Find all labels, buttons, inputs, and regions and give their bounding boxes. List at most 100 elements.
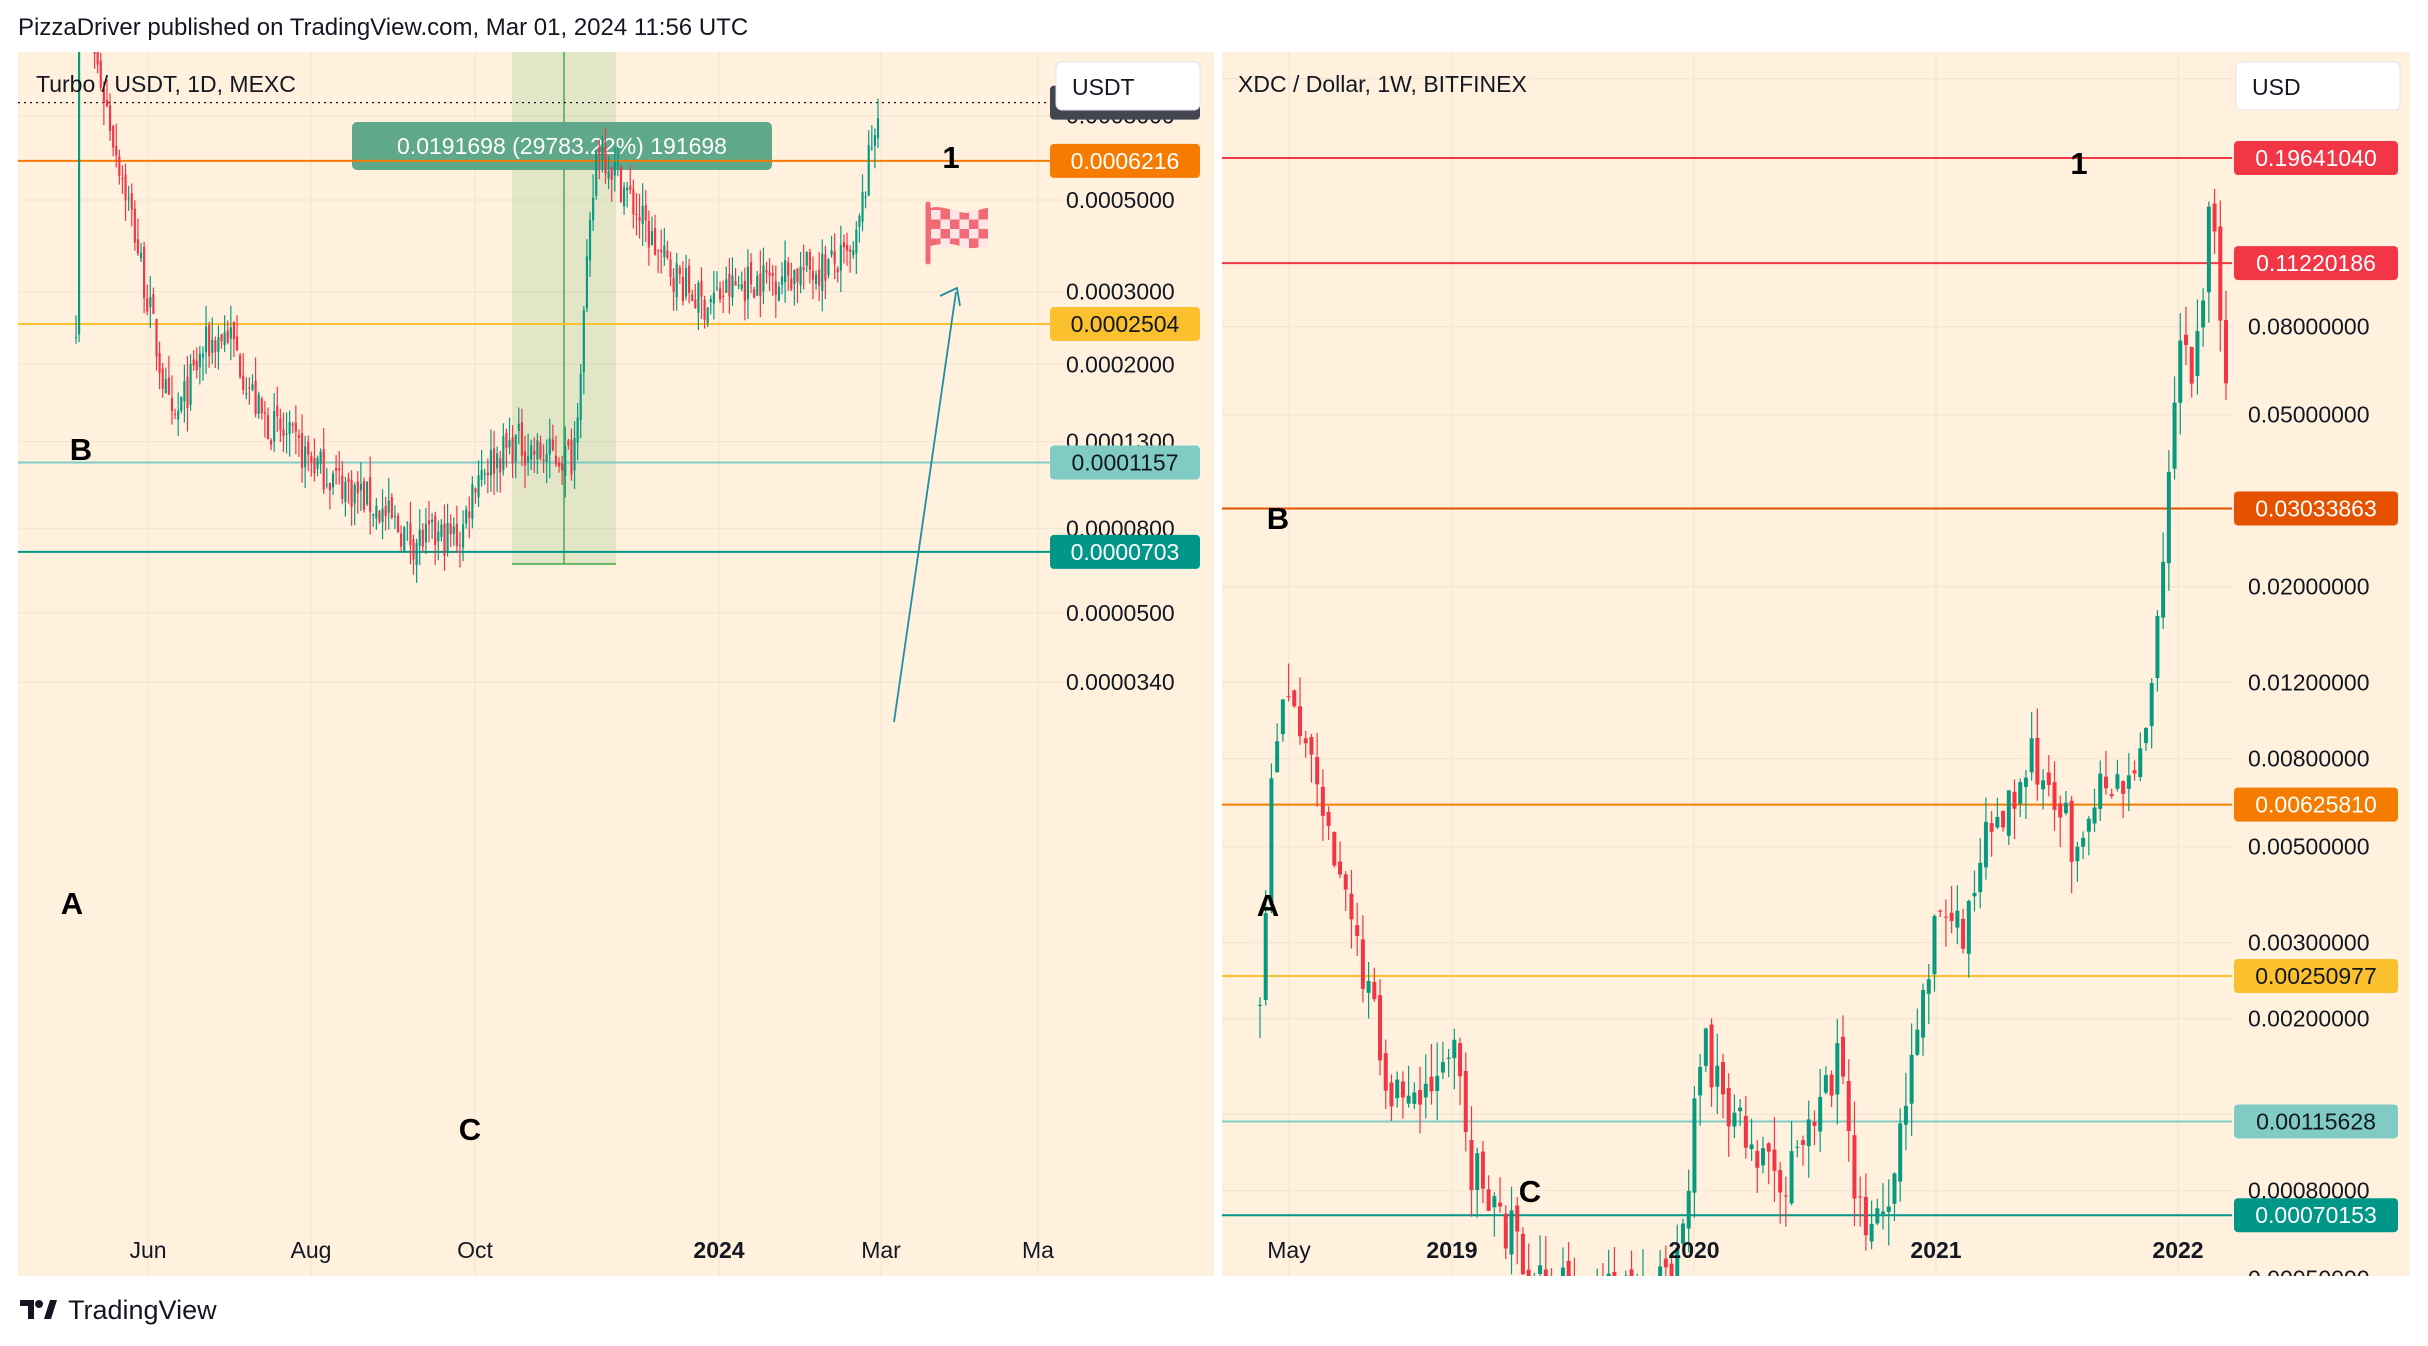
candle-body: [492, 448, 496, 474]
candle-body: [2183, 334, 2188, 346]
candle-body: [1389, 1082, 1394, 1107]
candle-body: [1400, 1081, 1405, 1098]
candle-body: [102, 88, 105, 103]
candle-body: [1932, 916, 1937, 975]
candle-body: [1812, 1121, 1817, 1126]
candle-body: [266, 415, 270, 440]
date-tick: 2024: [693, 1237, 744, 1263]
candle-body: [133, 208, 136, 243]
candle-body: [1486, 1189, 1491, 1211]
candle-body: [768, 272, 771, 276]
date-tick: Jun: [129, 1237, 166, 1263]
candle-body: [1961, 918, 1966, 949]
candle-body: [505, 432, 508, 449]
price-label: 0.00250977: [2234, 959, 2398, 994]
candle-body: [359, 483, 362, 491]
price-label-bg: [1050, 445, 1200, 480]
candle-body: [2115, 774, 2120, 789]
candle-body: [585, 256, 589, 309]
candle-body: [756, 275, 759, 296]
candle-body: [313, 457, 316, 474]
candle-body: [489, 449, 493, 476]
candle-body: [350, 479, 353, 507]
candle-body: [2109, 794, 2114, 797]
candle-body: [167, 377, 170, 395]
candle-body: [1778, 1170, 1783, 1193]
candle-body: [554, 455, 558, 465]
price-label: 0.03033863: [2234, 491, 2398, 526]
candle-body: [629, 185, 632, 190]
candle-body: [567, 440, 570, 446]
candle-body: [814, 274, 818, 285]
candle-body: [1446, 1057, 1451, 1059]
candle-body: [787, 262, 790, 276]
currency-label: USD: [2252, 74, 2301, 100]
candle-body: [2218, 226, 2223, 321]
candle-body: [235, 336, 239, 351]
candle-body: [1749, 1144, 1754, 1150]
currency-button[interactable]: USDT: [1055, 61, 1201, 111]
measure-tool: 0.0191698 (29783.22%) 191698: [352, 52, 772, 565]
candle-body: [607, 171, 610, 179]
candle-body: [1943, 916, 1948, 918]
candle-body: [542, 459, 545, 462]
candle-body: [1269, 778, 1274, 905]
candle-body: [195, 360, 198, 371]
candle-body: [573, 437, 576, 471]
candle-body: [449, 523, 452, 535]
candle-body: [2149, 683, 2154, 727]
candle-body: [96, 52, 99, 65]
candle-body: [155, 318, 158, 357]
candle-body: [108, 105, 112, 131]
candle-body: [672, 278, 675, 292]
candle-body: [796, 268, 799, 283]
candle-body: [127, 198, 130, 200]
wave-label-b: B: [1267, 501, 1289, 536]
price-tick: 0.00500000: [2248, 834, 2370, 860]
time-axis: Jun Aug Oct 2024 Mar Ma: [129, 1237, 1054, 1263]
candle-body: [657, 249, 660, 251]
flag-check: [950, 229, 960, 239]
candle-body: [1709, 1024, 1714, 1088]
candle-body: [1543, 1269, 1548, 1276]
candle-body: [1989, 823, 1994, 832]
candle-body: [650, 231, 654, 246]
candle-body: [406, 522, 409, 524]
candle-body: [2001, 810, 2006, 828]
candle-body: [474, 488, 477, 493]
candle-body: [663, 245, 666, 258]
currency-button[interactable]: USD: [2235, 61, 2401, 111]
candle-body: [799, 266, 802, 285]
price-tick: 0.0005000: [1066, 187, 1175, 213]
price-tick: 0.02000000: [2248, 574, 2370, 600]
candle-body: [1732, 1112, 1737, 1127]
projection-arrow-line: [893, 291, 957, 723]
candle-body: [2201, 300, 2206, 328]
candle-body: [1355, 925, 1360, 936]
candle-body: [861, 191, 864, 222]
candle-body: [105, 100, 109, 107]
candle-body: [486, 472, 489, 476]
candle-body: [446, 522, 449, 552]
date-tick: 2020: [1668, 1237, 1719, 1263]
candle-body: [1881, 1211, 1886, 1214]
candle-body: [849, 249, 852, 252]
candle-body: [2212, 203, 2217, 232]
candle-body: [548, 438, 551, 455]
candle-body: [375, 505, 378, 519]
candle-body: [328, 482, 331, 491]
candle-body: [644, 205, 647, 221]
candle-body: [257, 394, 260, 414]
candle-body: [740, 284, 743, 289]
candle-body: [1801, 1140, 1806, 1145]
candle-body: [1852, 1135, 1857, 1199]
candle-body: [201, 353, 205, 358]
candle-body: [2126, 775, 2131, 789]
candle-body: [341, 475, 344, 499]
candle-body: [2092, 807, 2097, 824]
candle-body: [530, 445, 533, 460]
candle-body: [2195, 331, 2200, 376]
